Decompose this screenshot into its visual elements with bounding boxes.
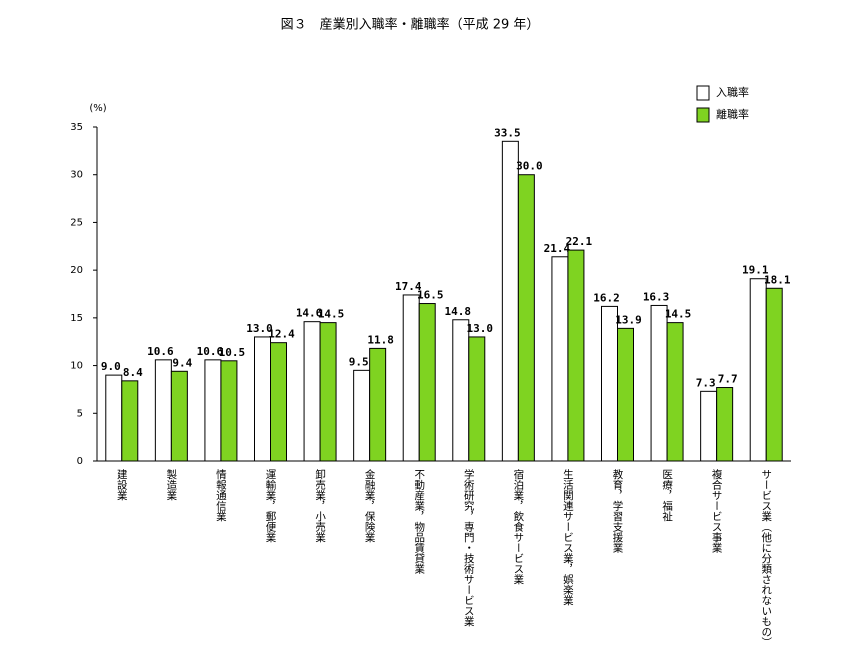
value-label: 11.8 (367, 333, 394, 346)
value-label: 19.1 (742, 264, 769, 277)
bar (418, 303, 436, 462)
bar (765, 287, 783, 462)
bar (452, 319, 470, 462)
value-label: 16.5 (417, 289, 444, 302)
value-label: 18.1 (764, 273, 791, 286)
bar (749, 278, 767, 462)
legend-label: 入職率 (716, 85, 749, 99)
y-axis-label: (%) (89, 103, 106, 114)
y-tick-label: 25 (70, 217, 83, 228)
bar (517, 174, 535, 462)
bar (501, 140, 519, 462)
bar (154, 359, 172, 462)
bar (601, 305, 618, 462)
value-label: 13.9 (615, 313, 642, 326)
x-tick-label: サービス業（他に分類されないもの） (760, 469, 772, 648)
y-tick-label: 10 (70, 361, 83, 372)
x-tick-label: 卸売業，小売業 (314, 468, 326, 543)
bar (617, 327, 634, 462)
value-label: 7.3 (696, 376, 716, 389)
bar (170, 370, 188, 462)
bar (121, 380, 139, 462)
value-label: 10.6 (147, 345, 174, 358)
bar (303, 321, 321, 462)
x-tick-label: 製造業 (165, 468, 177, 501)
y-tick-label: 5 (77, 408, 83, 419)
value-label: 9.5 (349, 355, 369, 368)
y-tick-label: 15 (70, 313, 83, 324)
bar (105, 374, 123, 462)
value-label: 16.2 (593, 291, 620, 304)
value-label: 33.5 (494, 126, 521, 139)
value-label: 10.6 (197, 345, 224, 358)
x-tick-label: 金融業，保険業 (364, 468, 376, 543)
bar (319, 322, 337, 462)
value-label: 21.4 (544, 242, 571, 255)
x-tick-label: 宿泊業，飲食サービス業 (512, 468, 524, 585)
y-tick-label: 30 (70, 170, 83, 181)
value-label: 14.6 (296, 307, 323, 320)
value-label: 30.0 (516, 160, 543, 173)
x-tick-label: 複合サービス事業 (711, 468, 723, 554)
value-label: 9.0 (101, 360, 121, 373)
legend-swatch (696, 85, 710, 101)
bar (204, 359, 222, 462)
value-label: 7.7 (718, 373, 738, 386)
legend-label: 離職率 (716, 107, 749, 121)
value-label: 13.0 (246, 322, 273, 335)
bar (700, 390, 718, 462)
x-tick-label: 医療，福祉 (661, 469, 673, 522)
x-tick-label: 情報通信業 (215, 468, 227, 522)
x-tick-label: 生活関連サービス業，娯楽業 (562, 468, 574, 606)
y-tick-label: 35 (70, 122, 83, 133)
x-tick-label: 運輸業，郵便業 (265, 469, 277, 543)
value-label: 16.3 (643, 290, 670, 303)
x-tick-label: 建設業 (116, 468, 128, 501)
value-label: 12.4 (268, 328, 295, 341)
bar (270, 342, 287, 462)
bar (254, 336, 271, 462)
value-label: 9.4 (172, 356, 192, 369)
y-tick-label: 20 (70, 265, 83, 276)
bar (551, 256, 569, 462)
x-tick-label: 不動産業，物品賃貸業 (413, 469, 425, 575)
bar (220, 360, 238, 462)
legend-swatch (696, 107, 710, 123)
value-label: 13.0 (467, 322, 494, 335)
chart-title: 図３ 産業別入職率・離職率（平成 29 年） (281, 17, 540, 33)
value-label: 14.5 (318, 308, 345, 321)
value-label: 10.5 (219, 346, 246, 359)
bar (567, 249, 585, 462)
y-tick-label: 0 (77, 456, 83, 467)
bar (402, 294, 420, 462)
value-label: 14.8 (445, 305, 472, 318)
bar (369, 347, 387, 462)
bar (666, 322, 684, 462)
value-label: 14.5 (665, 308, 692, 321)
value-label: 17.4 (395, 280, 422, 293)
x-tick-label: 教育，学習支援業 (612, 468, 624, 554)
x-tick-label: 学術研究，専門・技術サービス業 (463, 468, 475, 627)
value-label: 22.1 (566, 235, 593, 248)
bar (716, 387, 734, 462)
bar (353, 369, 371, 462)
value-label: 8.4 (123, 366, 143, 379)
bar (650, 304, 668, 462)
bar (468, 336, 486, 462)
